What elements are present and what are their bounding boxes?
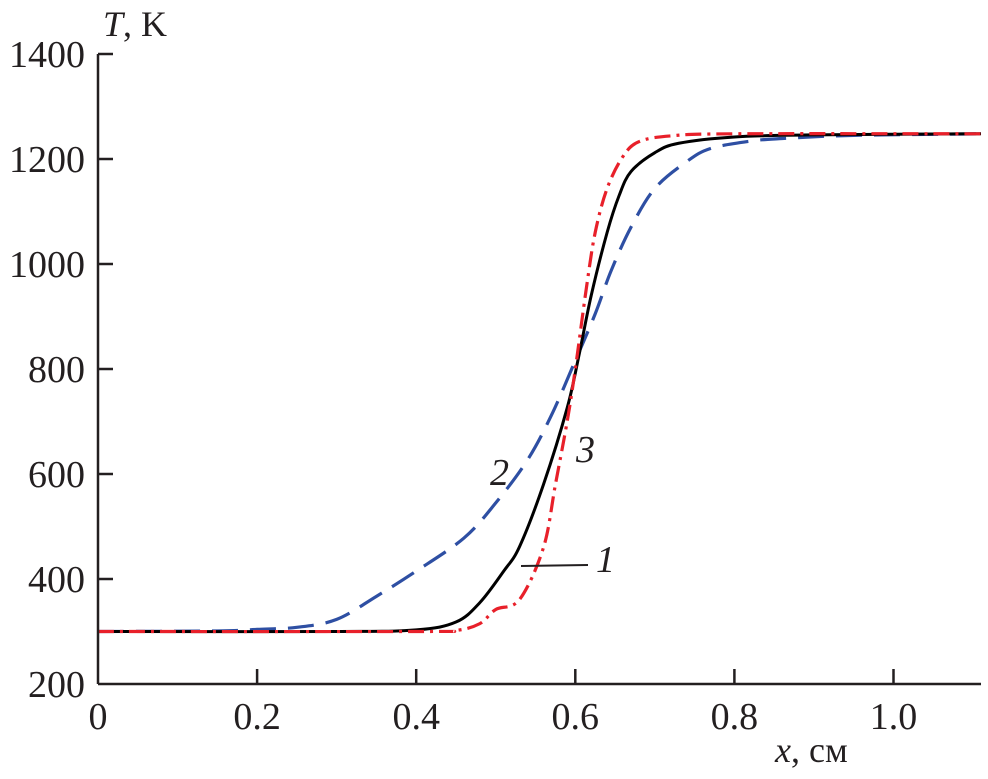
curve-3 — [97, 132, 982, 634]
y-axis-label: T, K — [103, 4, 167, 44]
curve-1 — [97, 132, 982, 634]
y-tick-label: 1400 — [9, 34, 85, 76]
curves — [97, 132, 982, 634]
x-tick-label: 0.6 — [552, 696, 600, 738]
x-tick-label: 0.2 — [233, 696, 281, 738]
y-tick-label: 600 — [28, 454, 85, 496]
curve-1-leader-line — [520, 564, 589, 567]
x-axis-label: x, см — [774, 730, 848, 770]
curve-1-label: 1 — [596, 539, 615, 581]
x-tick-label: 1.0 — [870, 696, 918, 738]
curve-2 — [97, 132, 982, 634]
y-tick-label: 1000 — [9, 244, 85, 286]
y-tick-label: 200 — [28, 664, 85, 706]
tick-labels: 0 0.2 0.4 0.6 0.8 1.0 200 400 600 800 1000 1200 1400 — [9, 34, 917, 738]
curve-2-label: 2 — [490, 452, 509, 494]
axes — [96, 52, 982, 686]
y-tick-label: 1200 — [9, 139, 85, 181]
x-tick-label: 0 — [89, 696, 108, 738]
x-tick-label: 0.8 — [711, 696, 759, 738]
y-tick-label: 800 — [28, 349, 85, 391]
curve-3-label: 3 — [575, 429, 595, 471]
y-tick-label: 400 — [28, 559, 85, 601]
x-tick-label: 0.4 — [392, 696, 440, 738]
